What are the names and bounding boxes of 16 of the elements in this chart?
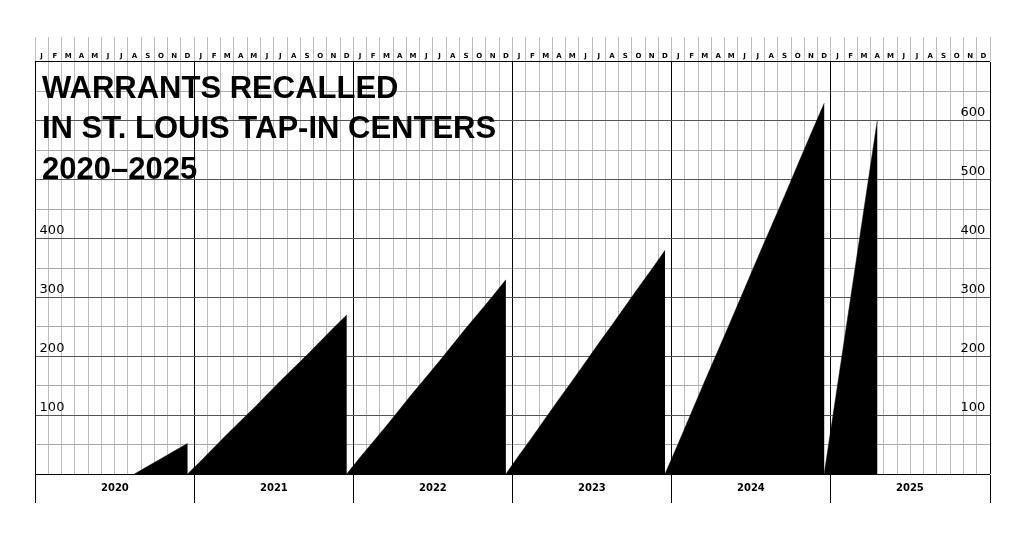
y-tick-label: 200 xyxy=(39,339,65,355)
text: 2021 xyxy=(260,482,288,493)
y2-tick-label: 600 xyxy=(960,104,986,120)
y-tick-label: 400 xyxy=(39,222,65,238)
y2-tick-label: 100 xyxy=(960,398,986,414)
y2-tick-label: 500 xyxy=(960,163,986,179)
text: 2024 xyxy=(737,482,765,493)
y2-tick-label: 300 xyxy=(960,280,986,296)
y2-tick-label: 400 xyxy=(960,222,986,238)
text: 2023 xyxy=(578,482,606,493)
y-tick-label: 300 xyxy=(39,280,65,296)
text: 2025 xyxy=(896,482,924,493)
y2-tick-label: 200 xyxy=(960,339,986,355)
text: 2020 xyxy=(101,482,129,493)
text: 2022 xyxy=(419,482,447,493)
y-tick-label: 100 xyxy=(39,398,65,414)
